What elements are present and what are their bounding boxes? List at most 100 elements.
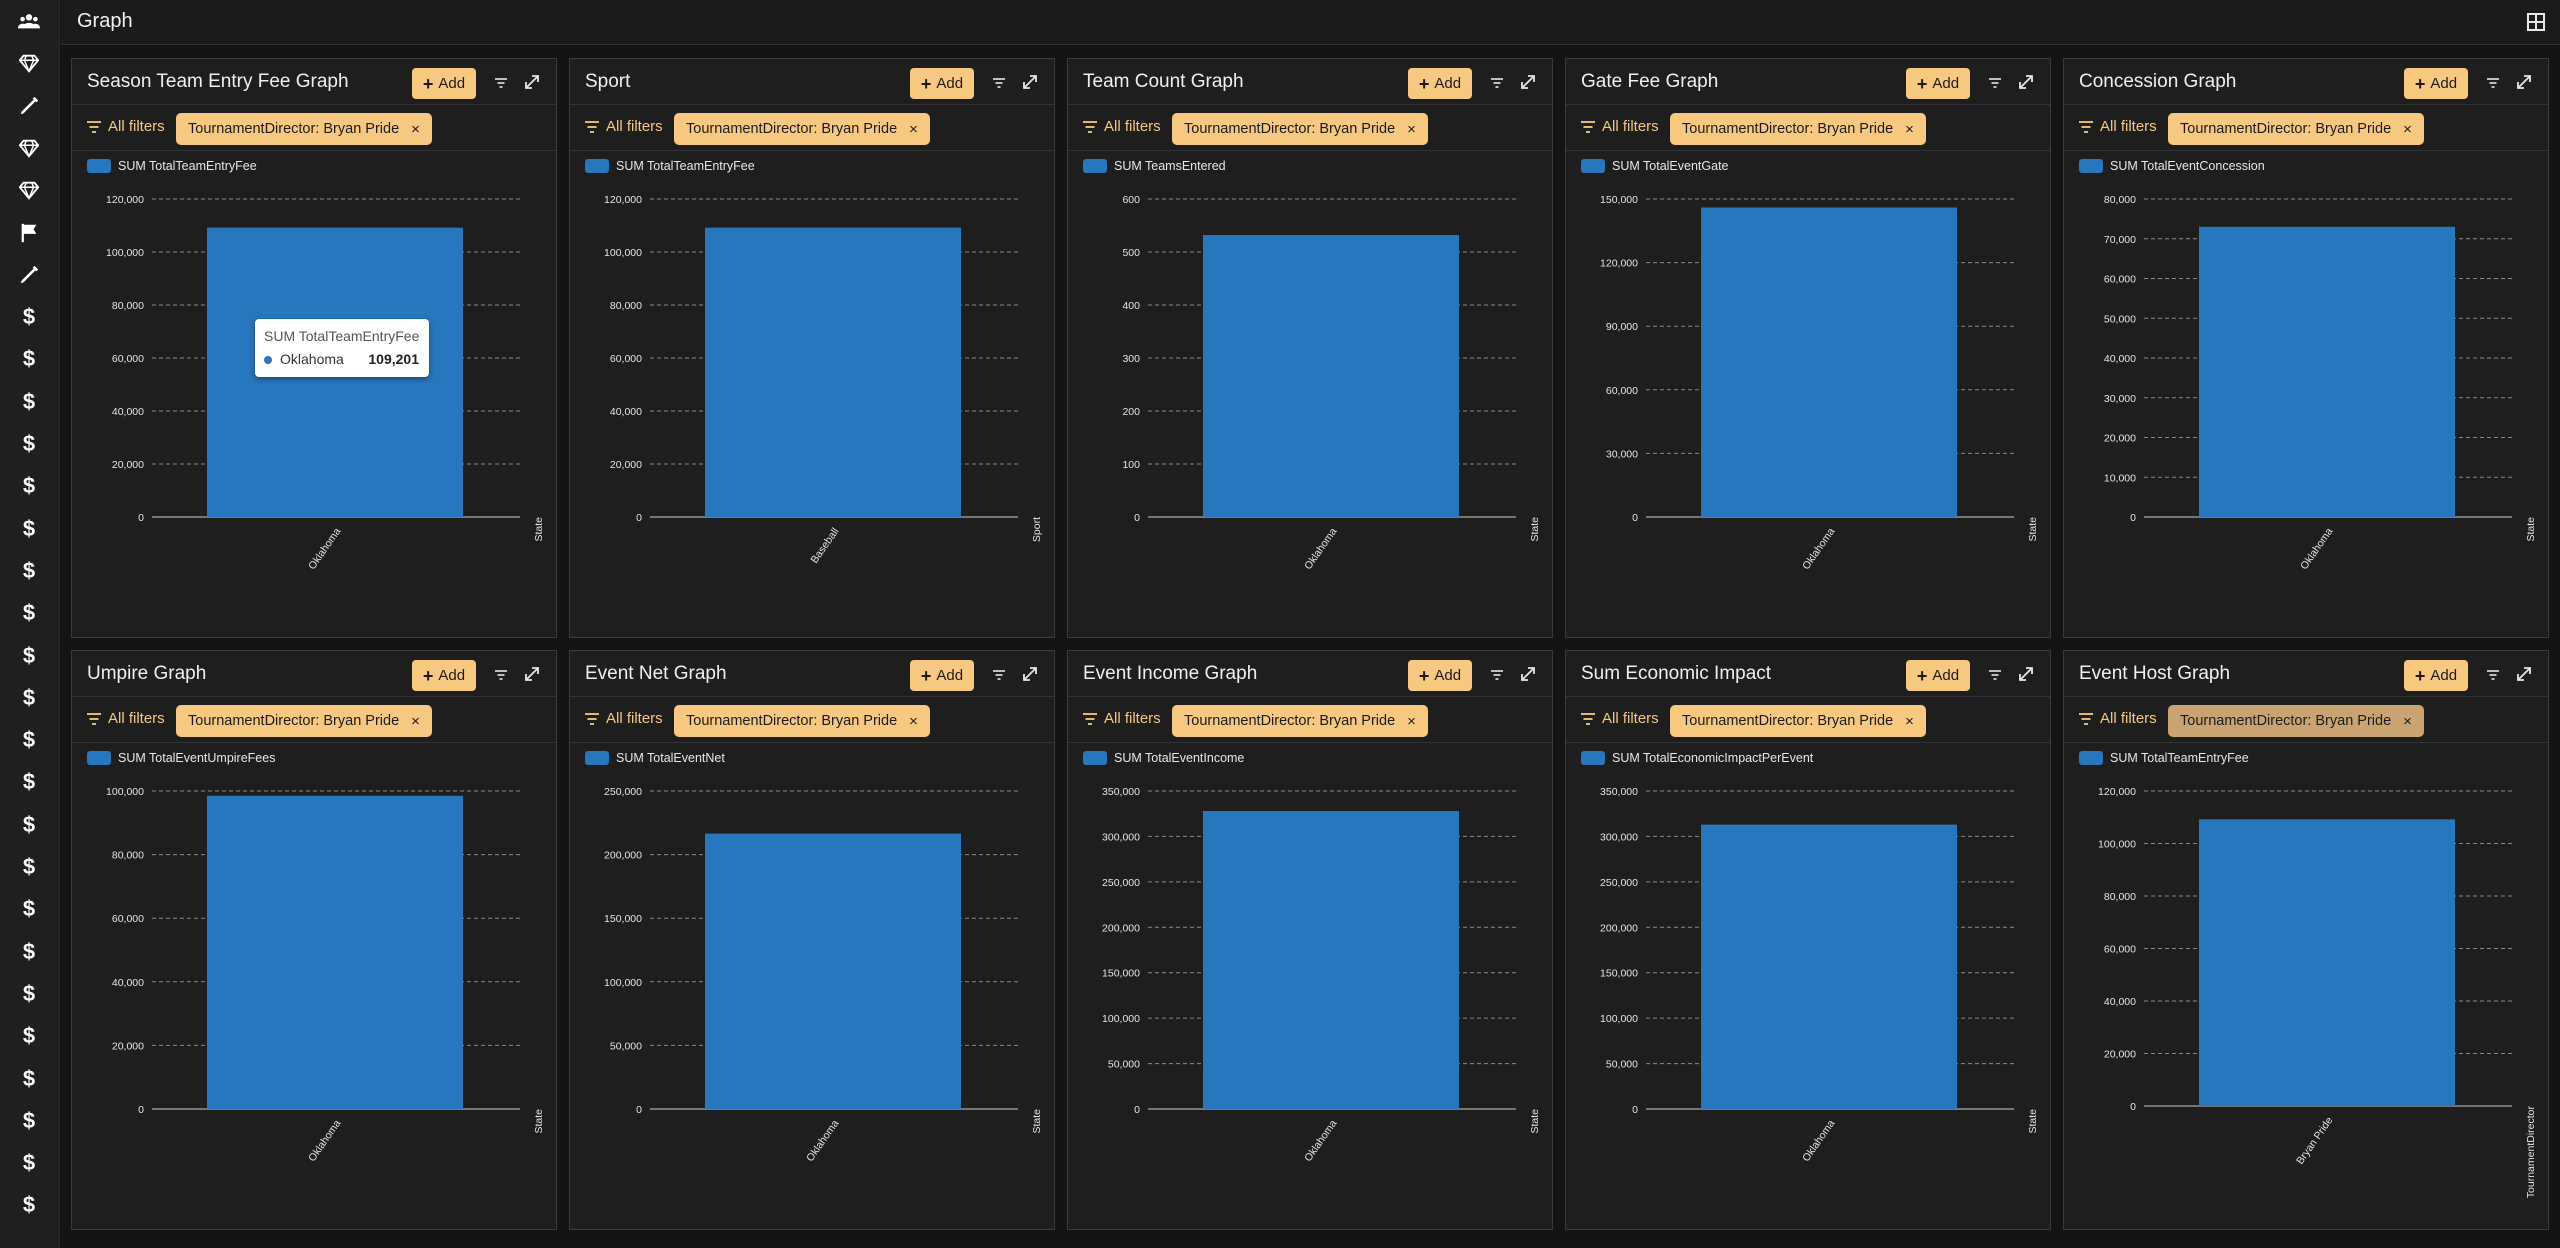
filter-icon[interactable] xyxy=(990,666,1008,684)
all-filters-button[interactable]: All filters xyxy=(86,710,165,727)
dollar-icon[interactable]: $ xyxy=(22,727,36,753)
chart-legend[interactable]: SUM TotalEventNet xyxy=(585,751,725,765)
dollar-icon[interactable]: $ xyxy=(22,1150,36,1176)
add-button[interactable]: + Add xyxy=(412,660,476,691)
filter-icon[interactable] xyxy=(990,74,1008,92)
chart-legend[interactable]: SUM TotalEventUmpireFees xyxy=(87,751,275,765)
all-filters-button[interactable]: All filters xyxy=(1082,118,1161,135)
dollar-icon[interactable]: $ xyxy=(22,642,36,668)
pen-icon[interactable] xyxy=(15,261,43,289)
add-button[interactable]: + Add xyxy=(910,660,974,691)
filter-icon[interactable] xyxy=(1986,666,2004,684)
close-icon[interactable]: × xyxy=(1905,120,1914,138)
filter-chip[interactable]: TournamentDirector: Bryan Pride × xyxy=(176,705,432,737)
add-button[interactable]: + Add xyxy=(1906,660,1970,691)
dollar-icon[interactable]: $ xyxy=(22,980,36,1006)
all-filters-button[interactable]: All filters xyxy=(584,118,663,135)
dollar-icon[interactable]: $ xyxy=(22,1192,36,1218)
filter-chip[interactable]: TournamentDirector: Bryan Pride × xyxy=(2168,705,2424,737)
add-button[interactable]: + Add xyxy=(1408,68,1472,99)
all-filters-button[interactable]: All filters xyxy=(1580,710,1659,727)
dollar-icon[interactable]: $ xyxy=(22,769,36,795)
dollar-icon[interactable]: $ xyxy=(22,938,36,964)
dollar-icon[interactable]: $ xyxy=(22,1107,36,1133)
filter-icon[interactable] xyxy=(1986,74,2004,92)
dollar-icon[interactable]: $ xyxy=(22,388,36,414)
dollar-icon[interactable]: $ xyxy=(22,346,36,372)
filter-icon[interactable] xyxy=(492,74,510,92)
expand-icon[interactable] xyxy=(2515,665,2533,683)
users-icon[interactable] xyxy=(15,7,43,35)
dollar-icon[interactable]: $ xyxy=(22,1065,36,1091)
close-icon[interactable]: × xyxy=(2403,712,2412,730)
dollar-icon[interactable]: $ xyxy=(22,854,36,879)
expand-icon[interactable] xyxy=(2515,73,2533,91)
pen-icon[interactable] xyxy=(15,92,43,120)
layout-grid-icon[interactable] xyxy=(2526,12,2546,32)
filter-icon[interactable] xyxy=(1488,666,1506,684)
filter-icon[interactable] xyxy=(1488,74,1506,92)
filter-icon[interactable] xyxy=(492,666,510,684)
dollar-icon[interactable]: $ xyxy=(22,431,36,456)
add-button[interactable]: + Add xyxy=(2404,660,2468,691)
dollar-icon[interactable]: $ xyxy=(22,600,36,626)
close-icon[interactable]: × xyxy=(1407,712,1416,730)
chart-legend[interactable]: SUM TotalTeamEntryFee xyxy=(2079,751,2249,765)
chart-legend[interactable]: SUM TotalTeamEntryFee xyxy=(585,159,755,173)
add-button[interactable]: + Add xyxy=(412,68,476,99)
add-button[interactable]: + Add xyxy=(1906,68,1970,99)
all-filters-button[interactable]: All filters xyxy=(2078,710,2157,727)
diamond-icon[interactable] xyxy=(15,134,43,162)
dollar-icon[interactable]: $ xyxy=(22,896,36,922)
all-filters-button[interactable]: All filters xyxy=(2078,118,2157,135)
flag-icon[interactable] xyxy=(15,219,43,247)
all-filters-button[interactable]: All filters xyxy=(1082,710,1161,727)
filter-chip[interactable]: TournamentDirector: Bryan Pride × xyxy=(1172,113,1428,145)
expand-icon[interactable] xyxy=(1021,73,1039,91)
add-button[interactable]: + Add xyxy=(2404,68,2468,99)
expand-icon[interactable] xyxy=(523,665,541,683)
close-icon[interactable]: × xyxy=(1905,712,1914,730)
filter-chip[interactable]: TournamentDirector: Bryan Pride × xyxy=(1670,113,1926,145)
dollar-icon[interactable]: $ xyxy=(22,811,36,837)
expand-icon[interactable] xyxy=(523,73,541,91)
add-button[interactable]: + Add xyxy=(910,68,974,99)
all-filters-button[interactable]: All filters xyxy=(1580,118,1659,135)
dollar-icon[interactable]: $ xyxy=(22,557,36,583)
dollar-icon[interactable]: $ xyxy=(22,515,36,541)
dollar-icon[interactable]: $ xyxy=(22,684,36,710)
all-filters-button[interactable]: All filters xyxy=(584,710,663,727)
close-icon[interactable]: × xyxy=(909,712,918,730)
all-filters-button[interactable]: All filters xyxy=(86,118,165,135)
expand-icon[interactable] xyxy=(2017,73,2035,91)
chart-legend[interactable]: SUM TeamsEntered xyxy=(1083,159,1226,173)
close-icon[interactable]: × xyxy=(909,120,918,138)
dollar-icon[interactable]: $ xyxy=(22,304,36,330)
filter-icon[interactable] xyxy=(2484,666,2502,684)
close-icon[interactable]: × xyxy=(411,712,420,730)
filter-chip[interactable]: TournamentDirector: Bryan Pride × xyxy=(1172,705,1428,737)
expand-icon[interactable] xyxy=(2017,665,2035,683)
chart-legend[interactable]: SUM TotalTeamEntryFee xyxy=(87,159,257,173)
add-button[interactable]: + Add xyxy=(1408,660,1472,691)
dollar-icon[interactable]: $ xyxy=(22,1023,36,1049)
filter-chip[interactable]: TournamentDirector: Bryan Pride × xyxy=(176,113,432,145)
expand-icon[interactable] xyxy=(1519,665,1537,683)
close-icon[interactable]: × xyxy=(2403,120,2412,138)
filter-icon[interactable] xyxy=(2484,74,2502,92)
chart-legend[interactable]: SUM TotalEventGate xyxy=(1581,159,1729,173)
chart-legend[interactable]: SUM TotalEventIncome xyxy=(1083,751,1244,765)
diamond-icon[interactable] xyxy=(15,49,43,77)
chart-legend[interactable]: SUM TotalEconomicImpactPerEvent xyxy=(1581,751,1813,765)
expand-icon[interactable] xyxy=(1519,73,1537,91)
filter-chip[interactable]: TournamentDirector: Bryan Pride × xyxy=(674,113,930,145)
dollar-icon[interactable]: $ xyxy=(22,473,36,499)
filter-chip[interactable]: TournamentDirector: Bryan Pride × xyxy=(1670,705,1926,737)
chart-legend[interactable]: SUM TotalEventConcession xyxy=(2079,159,2265,173)
filter-chip[interactable]: TournamentDirector: Bryan Pride × xyxy=(674,705,930,737)
diamond-icon[interactable] xyxy=(15,176,43,204)
expand-icon[interactable] xyxy=(1021,665,1039,683)
filter-chip[interactable]: TournamentDirector: Bryan Pride × xyxy=(2168,113,2424,145)
close-icon[interactable]: × xyxy=(1407,120,1416,138)
close-icon[interactable]: × xyxy=(411,120,420,138)
